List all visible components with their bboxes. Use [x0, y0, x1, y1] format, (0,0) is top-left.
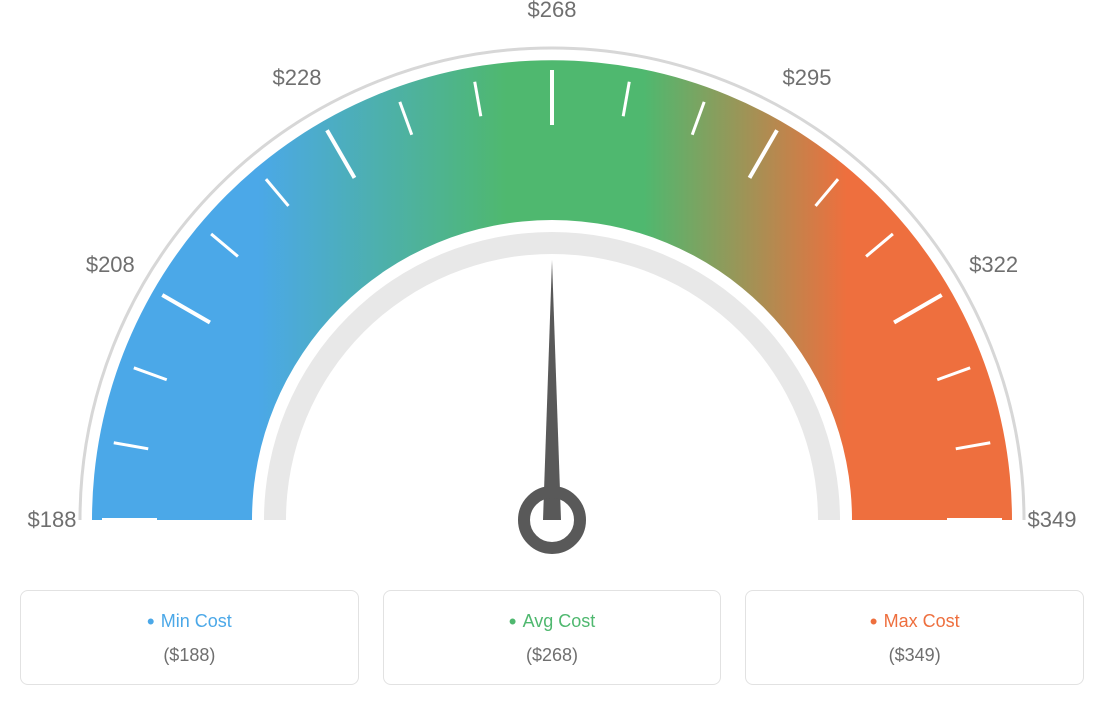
gauge-area: $188$208$228$268$295$322$349: [20, 20, 1084, 590]
cost-gauge-chart: $188$208$228$268$295$322$349 Min Cost ($…: [20, 20, 1084, 685]
scale-label: $322: [969, 252, 1018, 278]
scale-label: $349: [1028, 507, 1077, 533]
gauge-svg: [20, 20, 1084, 590]
legend-card-max: Max Cost ($349): [745, 590, 1084, 685]
scale-label: $208: [86, 252, 135, 278]
legend-value-avg: ($268): [394, 645, 711, 666]
scale-label: $295: [783, 65, 832, 91]
legend-card-avg: Avg Cost ($268): [383, 590, 722, 685]
legend-label-min: Min Cost: [31, 609, 348, 635]
scale-label: $228: [273, 65, 322, 91]
scale-label: $268: [528, 0, 577, 23]
legend-card-min: Min Cost ($188): [20, 590, 359, 685]
legend: Min Cost ($188) Avg Cost ($268) Max Cost…: [20, 590, 1084, 685]
legend-value-max: ($349): [756, 645, 1073, 666]
legend-label-max: Max Cost: [756, 609, 1073, 635]
scale-label: $188: [28, 507, 77, 533]
legend-value-min: ($188): [31, 645, 348, 666]
legend-label-avg: Avg Cost: [394, 609, 711, 635]
